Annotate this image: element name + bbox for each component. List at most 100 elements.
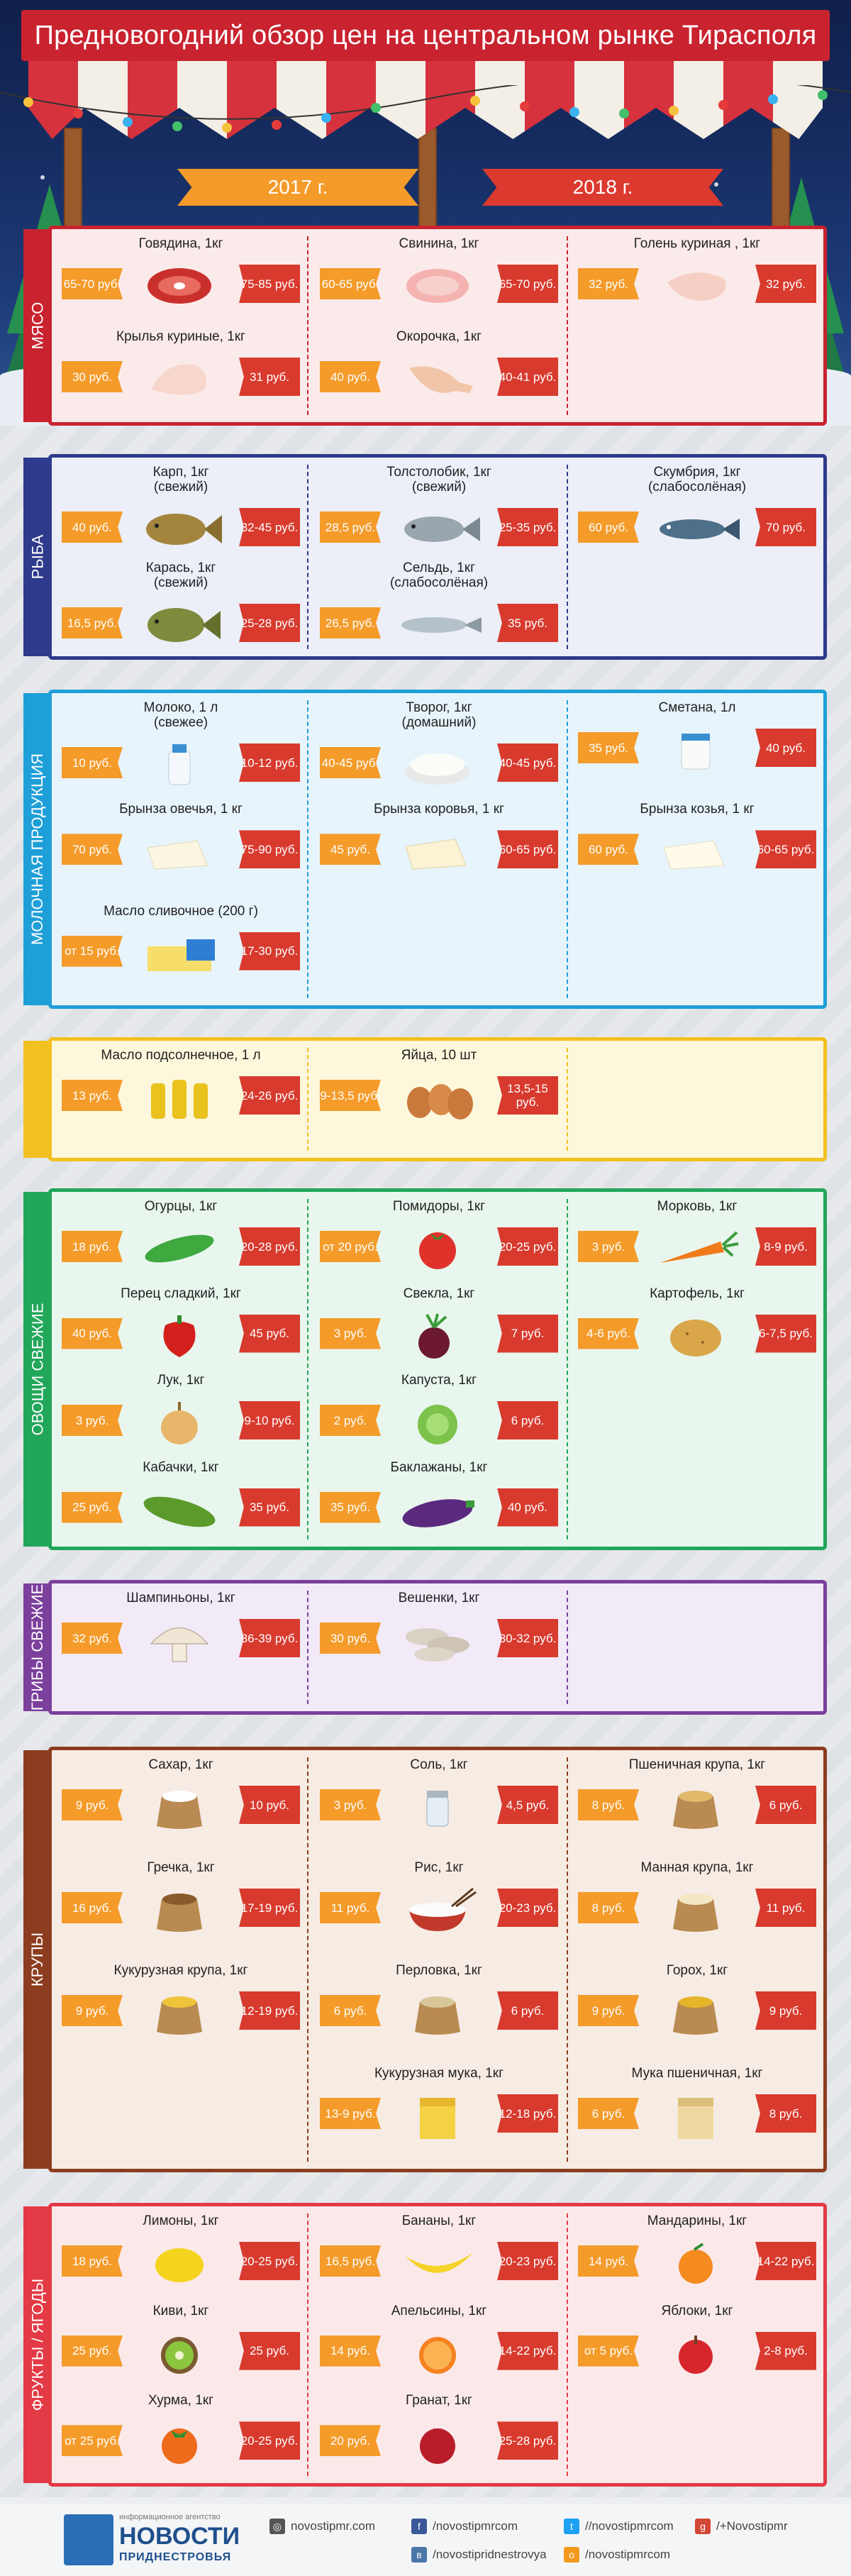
- item-name: Гранат, 1кг: [406, 2393, 472, 2409]
- price-2018: 4,5 руб.: [497, 1786, 558, 1824]
- item-name: Свинина, 1кг: [399, 236, 479, 251]
- price-2017: 3 руб.: [578, 1231, 639, 1262]
- price-item: Брынза овечья, 1 кг 70 руб. 75-90 руб.: [53, 802, 308, 903]
- item-name: Бананы, 1кг: [401, 2213, 477, 2228]
- item-name: Баклажаны, 1кг: [390, 1459, 488, 1475]
- odnoklassniki-icon: o: [564, 2547, 579, 2563]
- price-2017: 40 руб.: [62, 512, 123, 543]
- item-name: Скумбрия, 1кг (слабосолёная): [647, 465, 747, 494]
- item-name: Карп, 1кг (свежий): [152, 465, 209, 494]
- rice-icon: [395, 1885, 483, 1935]
- price-2018: 45 руб.: [239, 1314, 300, 1353]
- section-label: ГРИБЫ СВЕЖИЕ: [28, 1583, 46, 1711]
- herring-icon: [395, 600, 483, 650]
- brand-name: НОВОСТИ: [119, 2523, 240, 2550]
- price-2017: 25 руб.: [62, 1491, 123, 1523]
- ok-link[interactable]: o/novostipmrcom: [564, 2545, 670, 2564]
- price-item: Сельдь, 1кг (слабосолёная) 26,5 руб. 35 ру…: [311, 560, 567, 656]
- item-name: Масло сливочное (200 г): [104, 903, 258, 919]
- price-item: Масло сливочное (200 г) от 15 руб. 17-30 р…: [53, 904, 308, 1005]
- price-item: Кукурузная крупа, 1кг 9 руб. 12-19 руб.: [53, 1963, 308, 2066]
- price-2017: 60-65 руб.: [320, 268, 381, 299]
- section-tab: КРУПЫ: [23, 1750, 52, 2169]
- price-2017: 40-45 руб.: [320, 747, 381, 778]
- eggs-icon: [395, 1073, 483, 1122]
- column-divider: [307, 700, 308, 998]
- price-2018: 32-45 руб.: [239, 508, 300, 546]
- price-2017: 6 руб.: [578, 2098, 639, 2129]
- section-8: ФРУКТЫ / ЯГОДЫ Лимоны, 1кг 18 руб. 20-25 ру…: [23, 2203, 827, 2487]
- facebook-link[interactable]: f/novostipmrcom: [411, 2517, 518, 2536]
- price-2018: 25-28 руб.: [497, 2421, 558, 2460]
- item-name: Кабачки, 1кг: [143, 1459, 219, 1475]
- section-label: РЫБА: [28, 534, 46, 580]
- tomato-icon: [395, 1224, 483, 1273]
- google-plus-icon: g: [695, 2519, 711, 2534]
- price-2018: 36-39 руб.: [239, 1619, 300, 1657]
- beet-icon: [395, 1311, 483, 1361]
- item-name: Горох, 1кг: [666, 1963, 728, 1978]
- price-item: Картофель, 1кг 4-6 руб. 6-7,5 руб.: [569, 1286, 825, 1373]
- gplus-link-text: /+Novostipmr: [716, 2519, 788, 2533]
- twitter-link[interactable]: t //novostipmrcom: [564, 2517, 674, 2536]
- price-item: Горох, 1кг 9 руб. 9 руб.: [569, 1963, 825, 2066]
- price-2018: 20-25 руб.: [239, 2242, 300, 2280]
- price-2018: 13,5-15 руб.: [497, 1076, 558, 1115]
- price-2017: 4-6 руб.: [578, 1317, 639, 1349]
- item-name: Лимоны, 1кг: [143, 2213, 219, 2228]
- item-name: Брынза овечья, 1 кг: [119, 802, 243, 817]
- column-divider: [307, 1591, 308, 1704]
- price-2018: 8-9 руб.: [755, 1227, 816, 1266]
- price-2018: 31 руб.: [239, 358, 300, 396]
- price-item: Капуста, 1кг 2 руб. 6 руб.: [311, 1373, 567, 1460]
- eggplant-icon: [395, 1485, 483, 1535]
- item-name: Брынза козья, 1 кг: [640, 802, 755, 817]
- price-2017: 20 руб.: [320, 2425, 381, 2457]
- pomegranate-icon: [395, 2418, 483, 2467]
- price-2017: от 15 руб.: [62, 935, 123, 967]
- price-item: Мука пшеничная, 1кг 6 руб. 8 руб.: [569, 2066, 825, 2169]
- item-name: Сельдь, 1кг (слабосолёная): [389, 560, 489, 590]
- price-2017: от 25 руб.: [62, 2425, 123, 2457]
- price-2018: 6 руб.: [497, 1991, 558, 2030]
- price-2017: 9 руб.: [62, 1789, 123, 1820]
- price-item: Помидоры, 1кг от 20 руб. 20-25 руб.: [311, 1199, 567, 1286]
- section-tab: МЯСО: [23, 229, 52, 422]
- vk-link[interactable]: в/novostipridnestrovya: [411, 2545, 547, 2564]
- year-2017-ribbon: 2017 г.: [177, 169, 418, 206]
- item-name: Огурцы, 1кг: [144, 1199, 218, 1214]
- price-2017: 35 руб.: [578, 732, 639, 763]
- price-2018: 11 руб.: [755, 1889, 816, 1927]
- garland-lights-icon: [0, 85, 851, 133]
- salt-icon: [395, 1782, 483, 1832]
- milk-icon: [137, 740, 225, 790]
- price-2018: 10 руб.: [239, 1786, 300, 1824]
- barley-icon: [395, 1988, 483, 2038]
- price-2018: 20-23 руб.: [497, 1889, 558, 1927]
- price-2018: 24-26 руб.: [239, 1076, 300, 1115]
- item-name: Перловка, 1кг: [396, 1963, 482, 1978]
- price-item: Свинина, 1кг 60-65 руб. 65-70 руб.: [311, 236, 567, 329]
- price-2018: 25 руб.: [239, 2331, 300, 2370]
- year-2018-ribbon: 2018 г.: [482, 169, 723, 206]
- price-item: Хурма, 1кг от 25 руб. 20-25 руб.: [53, 2393, 308, 2483]
- vk-link-text: /novostipridnestrovya: [433, 2548, 547, 2561]
- price-2017: 60 руб.: [578, 512, 639, 543]
- section-tab: [23, 1041, 52, 1158]
- price-2018: 12-18 руб.: [497, 2094, 558, 2133]
- onion-icon: [137, 1398, 225, 1447]
- champignon-icon: [137, 1615, 225, 1665]
- facebook-icon: f: [411, 2519, 427, 2534]
- price-item: Толстолобик, 1кг (свежий) 28,5 руб. 25-35 …: [311, 465, 567, 560]
- price-item: Кукурузная мука, 1кг 13-9 руб. 12-18 руб.: [311, 2066, 567, 2169]
- kiwi-icon: [137, 2328, 225, 2378]
- sheep-cheese-icon: [137, 827, 225, 876]
- orange-icon: [395, 2328, 483, 2378]
- price-item: Мандарины, 1кг 14 руб. 14-22 руб.: [569, 2213, 825, 2304]
- section-tab: ОВОЩИ СВЕЖИЕ: [23, 1192, 52, 1547]
- item-name: Говядина, 1кг: [138, 236, 223, 251]
- site-link[interactable]: ◎ novostipmr.com: [269, 2517, 375, 2536]
- gplus-link[interactable]: g /+Novostipmr: [695, 2517, 788, 2536]
- peas-icon: [653, 1988, 741, 2038]
- price-item: Шампиньоны, 1кг 32 руб. 36-39 руб.: [53, 1591, 308, 1711]
